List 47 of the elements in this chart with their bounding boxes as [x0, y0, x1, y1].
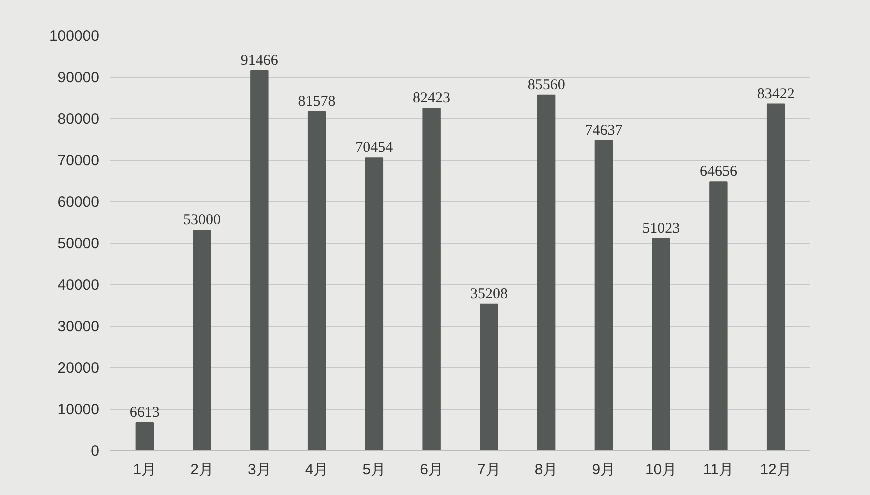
x-tick-label: 12月 — [760, 462, 792, 478]
y-tick-label: 30000 — [58, 318, 100, 336]
y-tick-label: 80000 — [58, 111, 100, 128]
data-label: 85560 — [528, 77, 566, 94]
data-label: 35208 — [470, 286, 508, 302]
data-label: 70454 — [356, 140, 394, 156]
x-tick-label: 7月 — [478, 462, 501, 478]
x-tick-label: 5月 — [362, 462, 386, 478]
y-tick-label: 90000 — [58, 70, 100, 86]
data-label: 83422 — [757, 86, 795, 102]
data-label: 64656 — [700, 164, 738, 180]
bar — [652, 238, 670, 450]
bar — [766, 104, 786, 450]
data-label: 91466 — [240, 52, 279, 69]
x-tick-label: 2月 — [190, 462, 214, 478]
x-tick-label: 3月 — [248, 462, 272, 478]
x-tick-label: 4月 — [305, 462, 329, 478]
bar — [537, 94, 556, 450]
bar — [594, 140, 614, 450]
x-tick-label: 11月 — [703, 462, 734, 478]
y-tick-label: 100000 — [49, 28, 100, 45]
bar — [193, 230, 212, 450]
bar — [480, 304, 498, 450]
y-tick-label: 70000 — [58, 152, 100, 170]
x-tick-label: 6月 — [420, 462, 444, 478]
data-label: 82423 — [413, 90, 451, 106]
data-label: 74637 — [585, 122, 624, 139]
data-label: 81578 — [298, 94, 336, 110]
y-tick-label: 20000 — [58, 360, 100, 377]
y-tick-label: 10000 — [58, 402, 100, 418]
bar — [250, 70, 269, 450]
x-tick-label: 10月 — [645, 462, 678, 478]
data-label: 51023 — [642, 220, 680, 237]
x-tick-label: 8月 — [534, 462, 558, 478]
x-tick-label: 9月 — [592, 462, 616, 478]
y-tick-label: 0 — [91, 443, 100, 460]
data-label: 53000 — [184, 212, 222, 229]
bar — [308, 111, 326, 450]
y-tick-label: 50000 — [58, 236, 100, 252]
y-tick-label: 40000 — [58, 277, 100, 294]
bar — [365, 158, 384, 450]
bar — [710, 182, 728, 450]
data-label: 6613 — [130, 405, 160, 422]
x-tick-label: 1月 — [133, 462, 157, 478]
bar — [422, 108, 441, 450]
y-tick-label: 60000 — [58, 194, 100, 211]
bar — [136, 422, 154, 450]
